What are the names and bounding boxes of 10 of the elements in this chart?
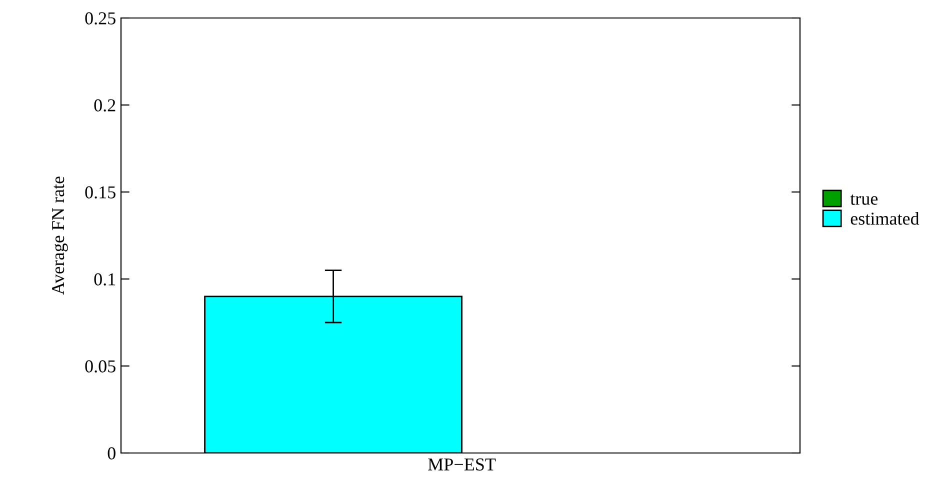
- y-tick-label: 0.05: [85, 360, 116, 373]
- y-axis-title: Average FN rate: [52, 176, 68, 295]
- legend-label: estimated: [850, 212, 920, 225]
- x-tick-label: MP−EST: [428, 458, 496, 471]
- y-tick-label: 0.25: [85, 12, 116, 25]
- y-tick-label: 0.2: [94, 99, 116, 112]
- y-tick-label: 0.15: [85, 186, 116, 199]
- legend-label: true: [850, 194, 878, 205]
- y-tick-label: 0.1: [94, 273, 116, 286]
- y-tick-label: 0: [108, 447, 116, 460]
